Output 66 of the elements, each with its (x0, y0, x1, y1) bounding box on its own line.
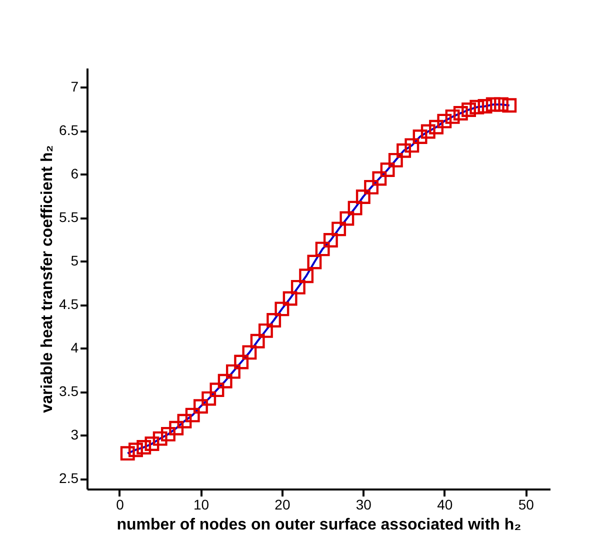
point (234, 354, 249, 370)
point (185, 408, 200, 422)
point (152, 431, 168, 446)
point (210, 382, 224, 398)
point (437, 114, 452, 128)
point (340, 211, 354, 226)
x-tick-label: 10 (193, 496, 210, 512)
point (462, 102, 476, 117)
y-axis-title: variable heat transfer coefficient h₂ (39, 145, 56, 413)
x-axis-title: number of nodes on outer surface associated with h₂ (116, 516, 522, 534)
y-tick-label: 4.5 (59, 296, 79, 312)
point (315, 242, 330, 256)
point (470, 100, 484, 114)
y-tick-label: 5.5 (59, 209, 79, 226)
y-tick-label: 6.5 (59, 122, 79, 138)
point (404, 138, 420, 153)
y-tick-label: 3.5 (59, 383, 79, 400)
point (128, 442, 143, 458)
point (486, 97, 500, 112)
point (502, 98, 517, 113)
point (299, 268, 314, 284)
point (420, 124, 436, 139)
y-tick-label: 3 (70, 426, 79, 443)
y-tick-label: 5 (70, 252, 79, 269)
point (494, 97, 508, 112)
point (274, 302, 290, 316)
point (250, 334, 265, 348)
x-tick-label: 0 (116, 496, 124, 512)
y-tick-label: 4 (70, 340, 79, 356)
point (136, 440, 152, 454)
point (226, 364, 240, 379)
point (307, 254, 322, 270)
point (323, 233, 338, 248)
point (429, 120, 444, 134)
x-tick-label: 20 (274, 496, 290, 512)
point (372, 171, 387, 186)
x-tick-label: 40 (437, 496, 453, 512)
y-tick-label: 7 (70, 78, 79, 95)
point (478, 99, 492, 114)
point (177, 414, 192, 428)
x-tick-label: 50 (518, 496, 534, 512)
point (364, 180, 379, 194)
point (380, 162, 395, 177)
x-tick-label: 30 (356, 496, 372, 512)
point (282, 291, 298, 306)
point (348, 200, 362, 216)
point (144, 436, 160, 451)
point (266, 313, 282, 328)
point (396, 143, 412, 158)
point (445, 109, 460, 124)
point (169, 420, 184, 436)
point (218, 374, 232, 388)
point (412, 129, 428, 144)
point (242, 345, 257, 360)
point (290, 280, 306, 294)
point (332, 222, 346, 236)
y-tick-label: 6 (70, 166, 79, 182)
point (120, 446, 135, 461)
point (258, 323, 273, 338)
point (388, 152, 403, 168)
point (193, 399, 208, 414)
y-tick-label: 2.5 (59, 470, 79, 486)
point (161, 426, 176, 442)
point (202, 391, 216, 406)
point (453, 106, 468, 120)
point (356, 190, 370, 204)
